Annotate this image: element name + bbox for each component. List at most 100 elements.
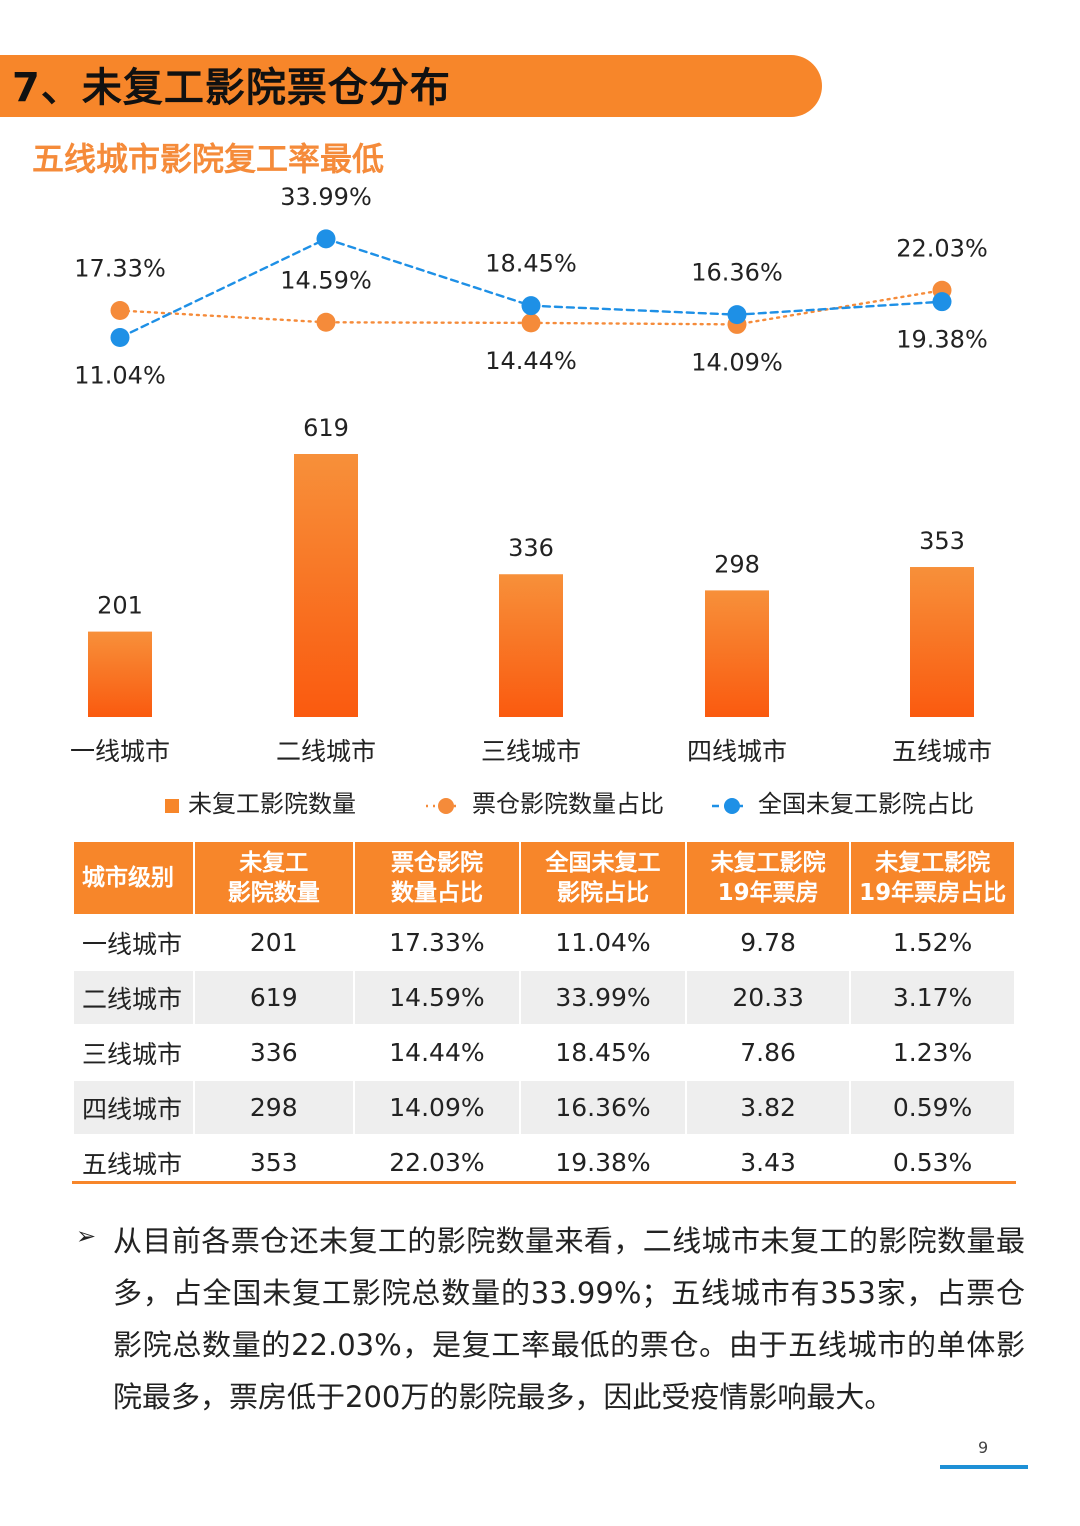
legend-marker-orange xyxy=(438,798,454,814)
bar-4 xyxy=(705,590,769,717)
table-header-text: 票仓影院 xyxy=(390,850,483,876)
table-header-cell: 未复工 影院数量 xyxy=(194,842,353,914)
table-header-text: 19年票房占比 xyxy=(859,880,1007,906)
table-header-text: 数量占比 xyxy=(390,880,483,906)
table-cell: 19.38% xyxy=(555,1148,651,1177)
line-value-label: 14.44% xyxy=(485,347,577,375)
line-value-label: 17.33% xyxy=(74,254,166,282)
x-category-label: 三线城市 xyxy=(481,737,581,766)
table-cell: 1.23% xyxy=(892,1038,973,1067)
page-number: 9 xyxy=(978,1438,989,1457)
table-row: 一线城市 201 17.33% 11.04% 9.78 1.52% xyxy=(74,916,1014,969)
bar-value-label: 298 xyxy=(714,550,760,578)
table-cell: 一线城市 xyxy=(82,929,183,959)
table-cell: 11.04% xyxy=(555,928,651,957)
bullet-arrow-icon: ➢ xyxy=(76,1222,97,1250)
x-category-label: 五线城市 xyxy=(892,737,992,766)
bar-value-label: 336 xyxy=(508,534,554,562)
data-table: 城市级别 未复工 影院数量 票仓影院 数量占比 全国未复工 影院占比 未复工影院 19年票房 未复… xyxy=(72,840,1016,1191)
bar-2 xyxy=(294,454,358,717)
table-cell: 619 xyxy=(194,971,353,1024)
table-header-row: 城市级别 未复工 影院数量 票仓影院 数量占比 全国未复工 影院占比 未复工影院 19年票房 未复… xyxy=(74,842,1014,914)
table-header-text: 影院占比 xyxy=(557,880,650,906)
bar-5 xyxy=(910,567,974,717)
x-category-label: 四线城市 xyxy=(687,737,787,766)
orange-data-point xyxy=(316,312,336,332)
legend-label: 未复工影院数量 xyxy=(188,790,356,818)
table-cell: 四线城市 xyxy=(74,1081,193,1134)
table-cell: 3.82 xyxy=(687,1081,850,1134)
table-cell: 33.99% xyxy=(520,971,686,1024)
line-series-orange xyxy=(118,289,944,326)
table-row: 五线城市 353 22.03% 19.38% 3.43 0.53% xyxy=(74,1136,1014,1189)
table-cell: 353 xyxy=(249,1148,298,1177)
table-header-text: 全国未复工 xyxy=(545,850,661,876)
combo-chart: 201 一线城市 619 二线城市 336 三线城市 298 四线城市 353 五线城市 17.33… xyxy=(70,183,992,818)
table-cell: 0.59% xyxy=(851,1081,1014,1134)
table-cell: 14.09% xyxy=(354,1081,519,1134)
table-header-cell: 未复工影院 19年票房占比 xyxy=(851,842,1014,914)
table-row: 三线城市 336 14.44% 18.45% 7.86 1.23% xyxy=(74,1026,1014,1079)
table-row: 二线城市 619 14.59% 33.99% 20.33 3.17% xyxy=(74,971,1014,1024)
table-cell: 14.44% xyxy=(389,1038,485,1067)
x-category-label: 二线城市 xyxy=(276,737,376,766)
line-value-label: 11.04% xyxy=(74,362,166,390)
summary-paragraph: 从目前各票仓还未复工的影院数量来看，二线城市未复工的影院数量最多，占全国未复工影… xyxy=(113,1224,1025,1414)
table-header-text: 未复工影院 xyxy=(710,850,826,876)
legend-marker-blue xyxy=(724,798,740,814)
table-cell: 16.36% xyxy=(520,1081,686,1134)
blue-data-point xyxy=(727,305,747,325)
table-cell: 17.33% xyxy=(389,928,485,957)
bar-value-label: 353 xyxy=(919,527,965,555)
table-header-cell: 未复工影院 19年票房 xyxy=(687,842,850,914)
blue-data-point xyxy=(110,328,130,348)
table-cell: 9.78 xyxy=(740,928,796,957)
page-number-rule xyxy=(940,1465,1028,1469)
table-bottom-rule xyxy=(72,1181,1016,1184)
table-header-cell: 票仓影院 数量占比 xyxy=(354,842,519,914)
page-title: 7、未复工影院票仓分布 xyxy=(12,65,451,111)
table-header-text: 城市级别 xyxy=(82,865,174,891)
orange-data-point xyxy=(110,300,130,320)
line-value-label: 16.36% xyxy=(691,259,783,287)
table-cell: 3.43 xyxy=(740,1148,796,1177)
table-cell: 二线城市 xyxy=(74,971,193,1024)
bar-1 xyxy=(88,631,152,717)
line-value-label: 19.38% xyxy=(896,326,988,354)
table-cell: 336 xyxy=(249,1038,298,1067)
legend-label: 票仓影院数量占比 xyxy=(472,790,664,818)
table-cell: 20.33 xyxy=(687,971,850,1024)
table-cell: 22.03% xyxy=(389,1148,485,1177)
line-value-label: 14.09% xyxy=(691,348,783,376)
title-banner xyxy=(0,55,822,117)
line-value-label: 14.59% xyxy=(280,266,372,294)
table-cell: 三线城市 xyxy=(82,1039,183,1069)
table-cell: 3.17% xyxy=(851,971,1014,1024)
line-value-label: 33.99% xyxy=(280,183,372,211)
table-header-text: 未复工影院 xyxy=(875,850,991,876)
table-cell: 1.52% xyxy=(892,928,973,957)
table-cell: 18.45% xyxy=(555,1038,651,1067)
table-header-text: 影院数量 xyxy=(227,880,320,906)
bar-3 xyxy=(499,574,563,717)
x-category-label: 一线城市 xyxy=(70,737,170,766)
table-cell: 五线城市 xyxy=(82,1149,183,1179)
bar-value-label: 201 xyxy=(97,592,143,620)
table-header-text: 未复工 xyxy=(239,850,309,876)
table-row: 四线城市 298 14.09% 16.36% 3.82 0.59% xyxy=(74,1081,1014,1134)
bar-value-label: 619 xyxy=(303,414,349,442)
blue-data-point xyxy=(316,229,336,249)
legend-bar-swatch xyxy=(165,799,179,813)
line-value-label: 18.45% xyxy=(485,250,577,278)
table-header-text: 19年票房 xyxy=(717,880,819,906)
blue-data-point xyxy=(932,292,952,312)
table-header-cell: 城市级别 xyxy=(74,842,193,914)
table-cell: 201 xyxy=(249,928,298,957)
table-cell: 0.53% xyxy=(892,1148,973,1177)
table-header-cell: 全国未复工 影院占比 xyxy=(520,842,686,914)
legend-label: 全国未复工影院占比 xyxy=(758,790,974,818)
page-subtitle: 五线城市影院复工率最低 xyxy=(32,140,385,178)
table-cell: 7.86 xyxy=(740,1038,796,1067)
line-value-label: 22.03% xyxy=(896,234,988,262)
table-cell: 14.59% xyxy=(354,971,519,1024)
